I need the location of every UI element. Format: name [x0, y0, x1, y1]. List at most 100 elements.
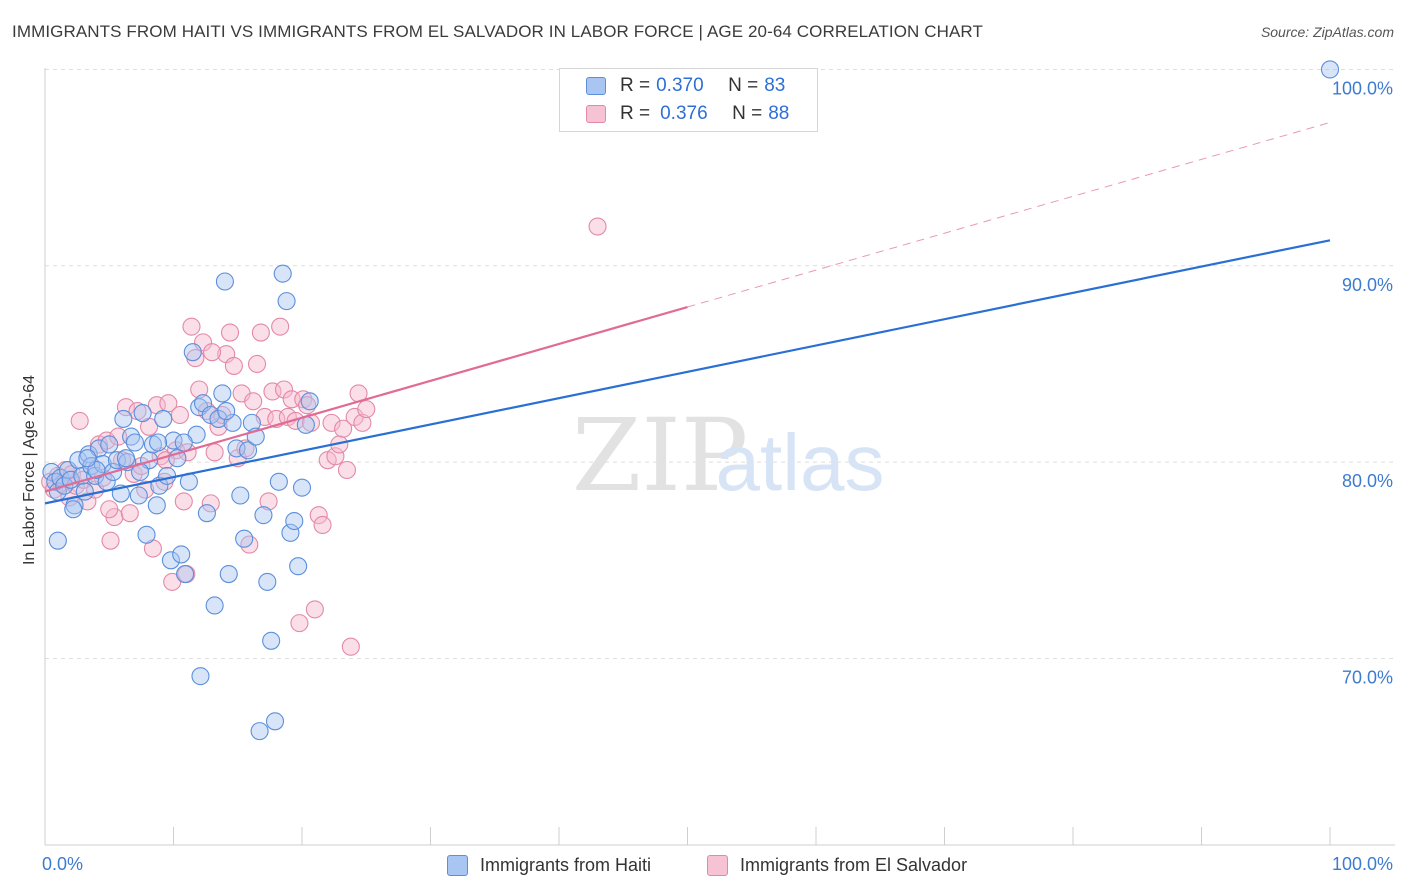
salvador-point — [220, 323, 240, 342]
salvador-point — [286, 411, 305, 430]
haiti-point — [215, 272, 234, 291]
haiti-point — [125, 433, 144, 452]
haiti-point — [133, 403, 152, 423]
haiti-point — [235, 529, 254, 548]
x-tick-label: 100.0% — [1332, 854, 1393, 874]
salvador-point — [244, 392, 263, 411]
haiti-point — [289, 557, 308, 576]
salvador-point — [247, 354, 267, 374]
salvador-point — [101, 531, 120, 550]
haiti-point — [227, 439, 246, 458]
trend-lines — [44, 121, 1331, 505]
axes — [44, 68, 1395, 846]
haiti-point — [209, 409, 228, 428]
x-tick-labels: 0.0% 100.0% — [42, 854, 1393, 874]
haiti-trend-line — [44, 239, 1331, 505]
haiti-points — [42, 60, 1340, 741]
bottom-legend-salvador: Immigrants from El Salvador — [707, 852, 967, 878]
chart-title: IMMIGRANTS FROM HAITI VS IMMIGRANTS FROM… — [12, 22, 983, 41]
haiti-point — [183, 343, 202, 362]
haiti-point — [116, 449, 136, 468]
y-tick-label: 80.0% — [1342, 471, 1393, 491]
salvador-point — [120, 504, 139, 523]
salvador-point — [337, 460, 357, 480]
haiti-point — [213, 384, 232, 403]
salvador-point — [170, 405, 189, 425]
haiti-point — [48, 531, 67, 550]
salvador-point — [263, 382, 282, 401]
salvador-point — [305, 600, 324, 619]
haiti-point — [217, 402, 236, 421]
haiti-point — [114, 409, 133, 428]
salvador-point — [70, 411, 89, 430]
legend-row-haiti: R = 0.370 N = 83 — [586, 73, 785, 99]
haiti-point — [231, 486, 250, 505]
haiti-point — [265, 712, 285, 731]
salvador-point — [313, 515, 332, 535]
haiti-point — [172, 545, 191, 564]
legend-n-value: 88 — [768, 103, 790, 124]
salvador-point — [588, 217, 607, 236]
salvador-trend-line — [44, 305, 688, 493]
haiti-point — [258, 572, 277, 591]
salvador-point — [271, 317, 290, 336]
haiti-point — [197, 504, 216, 523]
y-axis-label: In Labor Force | Age 20-64 — [21, 375, 38, 565]
salvador-point — [341, 637, 360, 656]
legend: R = 0.370 N = 83 R = 0.376 N = 88 — [559, 68, 818, 132]
source-label: Source: ZipAtlas.com — [1260, 24, 1394, 40]
salvador-swatch-icon — [707, 854, 728, 876]
salvador-point — [274, 380, 294, 399]
haiti-point — [176, 564, 195, 584]
y-tick-label: 70.0% — [1342, 667, 1393, 687]
salvador-point — [205, 443, 224, 462]
haiti-point — [223, 413, 242, 432]
haiti-point — [205, 596, 224, 615]
salvador-point — [190, 380, 209, 399]
salvador-point — [203, 343, 222, 362]
salvador-point — [182, 317, 201, 336]
legend-r-value: 0.370 — [656, 75, 704, 96]
legend-row-salvador: R = 0.376 N = 88 — [586, 101, 789, 127]
legend-r-label: R = — [620, 75, 651, 96]
haiti-point — [292, 478, 312, 497]
haiti-point — [161, 551, 180, 570]
haiti-point — [78, 449, 97, 468]
watermark-atlas: atlas — [716, 418, 885, 507]
haiti-point — [149, 433, 168, 452]
legend-n-label: N = — [728, 75, 759, 96]
salvador-point — [201, 494, 220, 513]
legend-n-value: 83 — [764, 75, 786, 96]
haiti-point — [100, 435, 119, 454]
haiti-point — [174, 433, 193, 452]
salvador-point — [334, 419, 353, 438]
haiti-point — [250, 722, 269, 741]
haiti-point — [277, 292, 296, 311]
salvador-point — [290, 614, 309, 633]
salvador-point — [174, 492, 193, 511]
haiti-point — [285, 511, 304, 531]
haiti-point — [129, 486, 148, 505]
bottom-legend-haiti: Immigrants from Haiti — [447, 852, 651, 878]
haiti-point — [238, 441, 258, 460]
salvador-point — [116, 398, 136, 417]
haiti-point — [262, 631, 281, 650]
haiti-point — [137, 525, 156, 544]
haiti-point — [154, 409, 173, 428]
haiti-point — [64, 500, 83, 519]
haiti-point — [254, 506, 273, 525]
salvador-swatch-icon — [586, 105, 606, 123]
salvador-point — [224, 356, 243, 375]
salvador-trend-line-extension — [687, 121, 1331, 308]
grid-lines — [45, 68, 1395, 659]
x-tick-label: 0.0% — [42, 854, 83, 874]
salvador-point — [259, 492, 278, 511]
salvador-point — [326, 447, 345, 466]
haiti-point — [1320, 60, 1340, 79]
salvador-point — [100, 500, 119, 519]
watermark-zip: ZIP — [572, 397, 748, 514]
salvador-point — [240, 535, 259, 554]
haiti-point — [219, 564, 238, 584]
haiti-point — [269, 472, 288, 491]
salvador-point — [309, 506, 328, 525]
